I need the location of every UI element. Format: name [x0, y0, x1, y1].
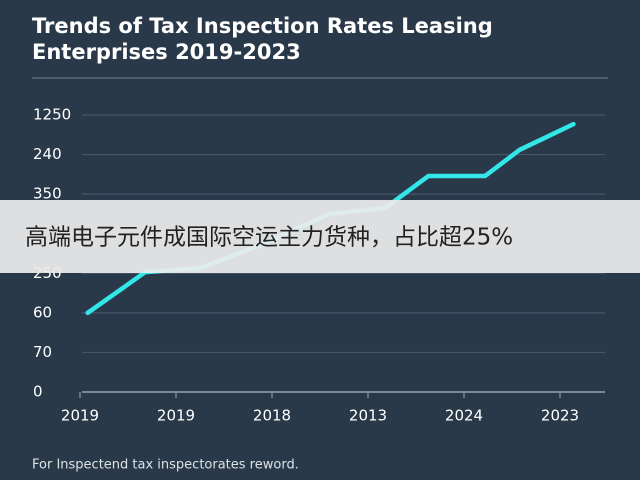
y-tick-label: 240 [33, 145, 62, 163]
x-tick-label: 2018 [253, 407, 291, 425]
banner-bg [0, 200, 640, 273]
x-tick-label: 2024 [445, 407, 483, 425]
y-tick-label: 350 [33, 185, 62, 203]
x-tick-label: 2013 [349, 407, 387, 425]
x-tick-label: 2019 [61, 407, 99, 425]
banner-text: 高端电子元件成国际空运主力货种，占比超25% [25, 225, 513, 251]
y-tick-label: 60 [33, 303, 52, 321]
y-tick-label: 0 [33, 383, 43, 401]
chart-title: Trends of Tax Inspection Rates Leasing [32, 14, 493, 38]
footnote: For Inspectend tax inspectorates reword. [32, 458, 299, 473]
x-tick-label: 2019 [157, 407, 195, 425]
y-tick-label: 1250 [33, 106, 71, 124]
y-tick-label: 70 [33, 343, 52, 361]
x-tick-label: 2023 [541, 407, 579, 425]
chart-title: Enterprises 2019-2023 [32, 40, 301, 64]
